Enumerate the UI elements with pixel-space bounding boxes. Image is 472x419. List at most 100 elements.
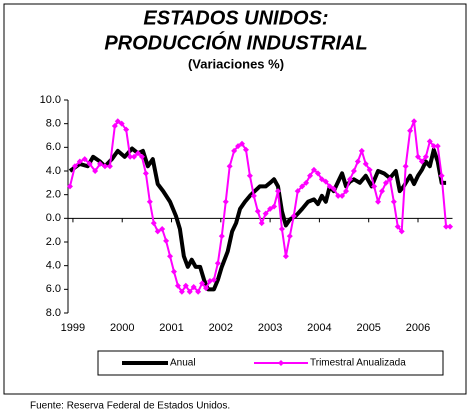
data-point [246,172,253,179]
chart-title: PRODUCCIÓN INDUSTRIAL [104,30,367,54]
data-point [282,253,289,260]
data-point [203,285,210,292]
data-point [398,228,405,235]
chart-subtitle: (Variaciones %) [188,56,284,71]
data-point [178,288,185,295]
data-point [375,198,382,205]
data-point [303,179,310,186]
x-tick-label: 2000 [110,322,134,334]
x-tick-label: 2003 [258,322,282,334]
x-tick-label: 2005 [356,322,380,334]
data-point [71,163,78,170]
series-line [68,146,447,292]
y-tick-label: 8.0 [46,118,61,130]
data-point [294,188,301,195]
data-point [81,156,88,163]
data-point [358,147,365,154]
data-point [310,166,317,173]
data-point [422,153,429,160]
data-point [267,205,274,212]
data-point [154,228,161,235]
data-point [258,220,265,227]
data-point [262,210,269,217]
data-point [146,198,153,205]
data-point [134,150,141,157]
data-point [434,143,441,150]
data-point [390,198,397,205]
data-point [195,288,202,295]
data-point [290,212,297,219]
data-point [174,282,181,289]
data-point [231,147,238,154]
data-point [235,143,242,150]
chart-title: ESTADOS UNIDOS: [143,7,328,29]
data-point [354,158,361,165]
y-tick-label: 2.0 [46,189,61,201]
data-point [127,153,134,160]
data-point [199,280,206,287]
series-line [69,120,451,293]
x-tick-label: 2001 [159,322,183,334]
data-point [326,183,333,190]
data-point [66,183,73,190]
y-tick-label: 4.0 [46,165,61,177]
data-point [210,276,217,283]
data-point [131,153,138,160]
y-tick-label: 6.0 [46,141,61,153]
chart-frame [3,3,467,395]
data-point [339,192,346,199]
y-tick-label: 2.0 [46,236,61,248]
data-point [106,163,113,170]
data-point [186,288,193,295]
y-tick-label: 4.0 [46,260,61,272]
legend-marker [278,360,284,366]
data-point [418,158,425,165]
data-point [407,127,414,134]
data-point [426,138,433,145]
x-tick-label: 2002 [209,322,233,334]
data-point [123,126,130,133]
data-point [250,192,257,199]
x-tick-label: 1999 [61,322,85,334]
data-point [322,178,329,185]
data-point [86,160,93,167]
data-point [138,153,145,160]
data-point [343,188,350,195]
data-point [335,192,342,199]
data-point [226,163,233,170]
data-point [101,163,108,170]
data-point [118,120,125,127]
data-point [430,143,437,150]
legend-label: Trimestral Anualizada [310,358,406,369]
data-point [92,168,99,174]
data-point [76,158,83,165]
data-point [350,168,357,174]
data-point [318,176,325,183]
data-point [382,179,389,186]
data-point [142,170,149,177]
data-point [362,160,369,167]
y-tick-label: 0.0 [46,212,61,224]
data-point [414,153,421,160]
data-point [239,140,246,147]
data-point [97,160,104,167]
source-note: Fuente: Reserva Federal de Estados Unido… [30,401,230,412]
data-point [182,282,189,289]
data-point [379,188,386,195]
data-point [222,198,229,205]
data-point [190,283,197,290]
data-point [159,225,166,232]
data-point [402,163,409,170]
data-point [111,123,118,130]
y-tick-label: 8.0 [46,307,61,319]
data-point [150,220,157,227]
data-point [330,185,337,192]
data-point [274,188,281,195]
data-point [271,203,278,210]
data-point [286,233,293,240]
data-point [254,208,261,215]
data-point [299,183,306,190]
x-tick-label: 2006 [406,322,430,334]
data-point [346,176,353,183]
